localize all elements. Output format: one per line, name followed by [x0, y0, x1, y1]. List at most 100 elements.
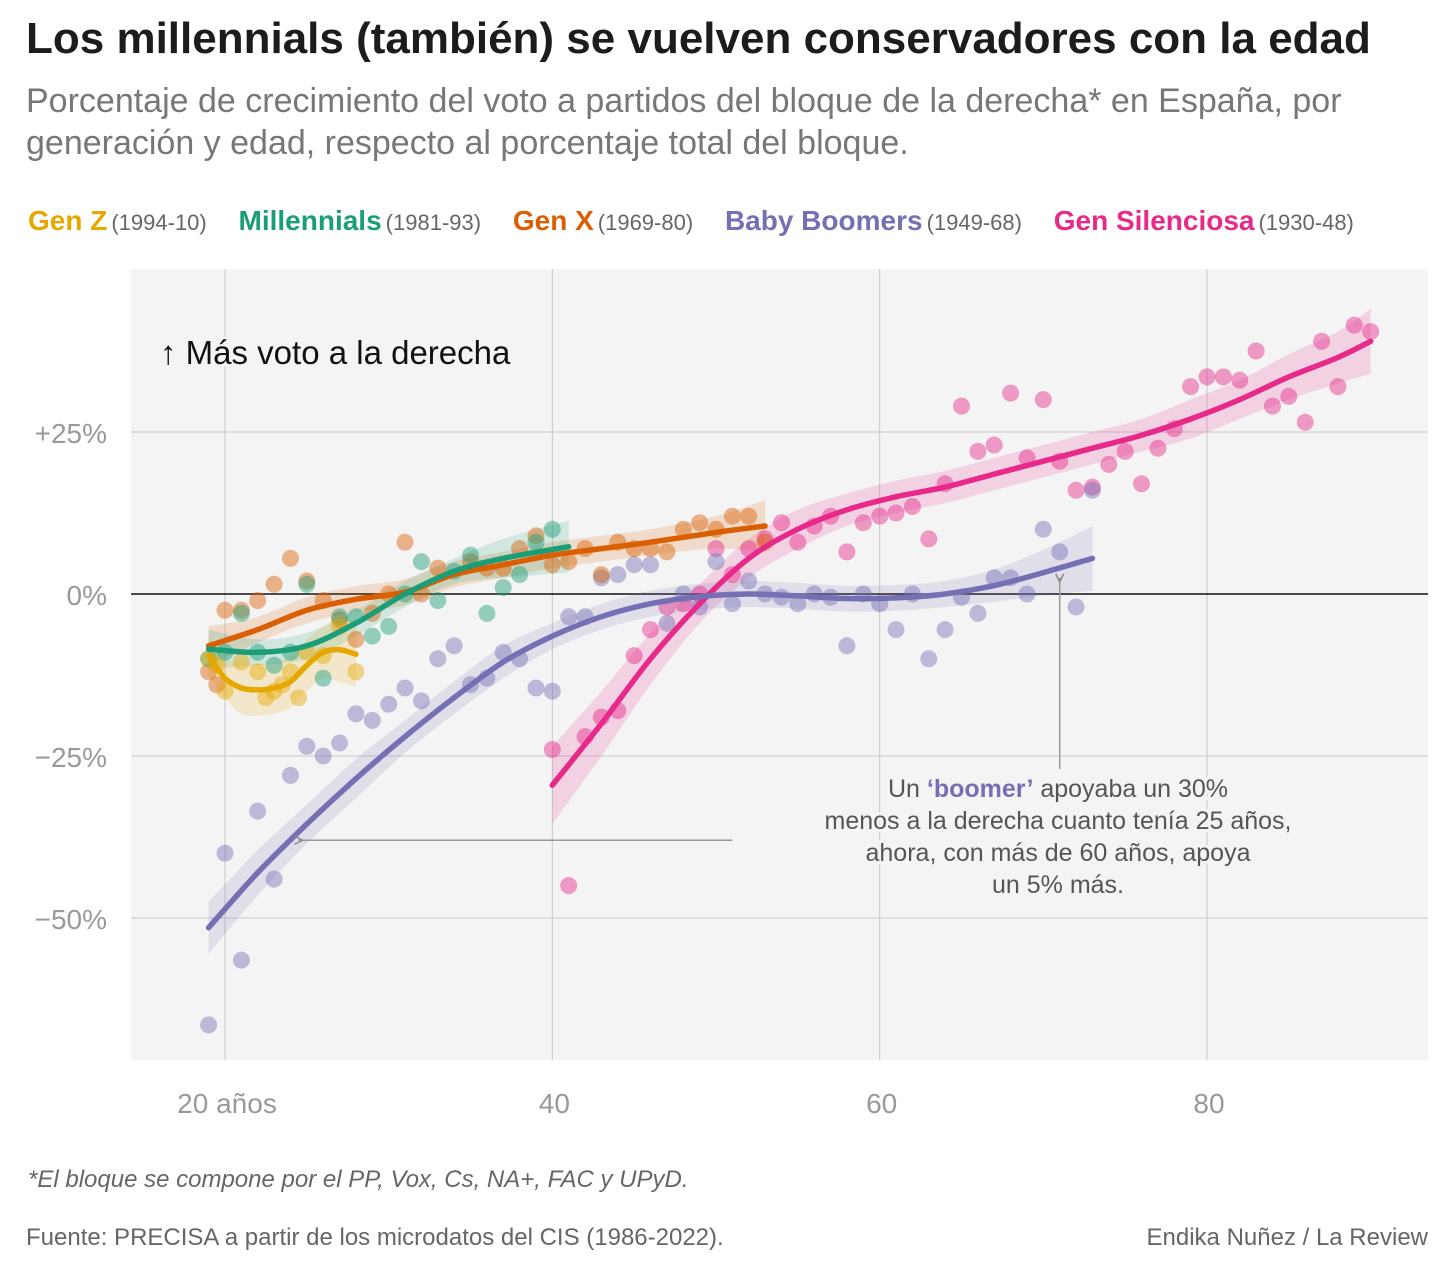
- legend-label: Gen X: [512, 205, 594, 236]
- legend-label: Baby Boomers: [724, 205, 923, 236]
- legend-years: (1994-10): [111, 210, 207, 235]
- source-note: Fuente: PRECISA a partir de los microdat…: [26, 1224, 724, 1251]
- plot-background: [131, 269, 1428, 1060]
- data-point: [216, 844, 234, 862]
- data-point: [707, 540, 725, 558]
- data-point: [658, 543, 676, 561]
- chart-title: Los millennials (también) se vuelven con…: [26, 14, 1371, 63]
- data-point: [1296, 413, 1314, 431]
- x-tick-label: 60: [866, 1088, 897, 1119]
- annotation-text: Un: [888, 775, 927, 803]
- confidence-band-gen-x: [208, 500, 766, 666]
- annotation-text: apoyaba un 30%: [1033, 775, 1228, 803]
- trend-line-baby-boomers: [205, 555, 1096, 931]
- data-point: [789, 533, 807, 551]
- data-point: [592, 569, 610, 587]
- data-point: [609, 566, 627, 584]
- data-point: [200, 1016, 218, 1034]
- data-point: [527, 527, 545, 545]
- data-point: [249, 802, 267, 820]
- data-point: [543, 741, 561, 758]
- points-baby-boomers: [200, 481, 1101, 1034]
- data-point: [380, 617, 398, 635]
- data-point: [1182, 378, 1200, 396]
- data-point: [789, 595, 807, 613]
- data-point: [257, 689, 275, 707]
- data-point: [691, 514, 709, 532]
- data-point: [642, 556, 659, 574]
- x-tick-label: 20 años: [177, 1088, 277, 1119]
- data-point: [232, 653, 250, 671]
- data-point: [1083, 481, 1101, 499]
- annotation-line: un 5% más.: [992, 871, 1124, 899]
- data-point: [642, 621, 659, 639]
- data-point: [674, 520, 692, 538]
- data-point: [723, 595, 741, 613]
- footnote: *El bloque se compone por el PP, Vox, Cs…: [28, 1166, 689, 1193]
- legend-years: (1969-80): [597, 210, 694, 235]
- data-point: [511, 566, 529, 584]
- data-point: [740, 572, 758, 590]
- data-point: [1264, 397, 1281, 415]
- annotation-line: ahora, con más de 60 años, apoya: [866, 839, 1251, 867]
- data-point: [216, 682, 234, 700]
- data-point: [249, 592, 267, 609]
- data-point: [1067, 598, 1085, 616]
- data-point: [887, 621, 905, 639]
- data-point: [854, 514, 872, 532]
- data-point: [560, 877, 578, 895]
- data-point: [953, 397, 970, 415]
- data-point: [347, 705, 365, 723]
- data-point: [920, 530, 938, 548]
- data-point: [331, 734, 349, 752]
- data-point: [527, 679, 545, 697]
- y-tick-label: +25%: [35, 418, 107, 449]
- data-point: [396, 533, 414, 551]
- data-point: [216, 601, 234, 619]
- data-point: [723, 507, 741, 525]
- data-point: [1051, 543, 1069, 561]
- data-point: [1116, 442, 1134, 460]
- data-point: [560, 553, 578, 571]
- data-point: [429, 559, 447, 577]
- data-point: [429, 592, 447, 609]
- data-point: [298, 575, 316, 593]
- data-point: [773, 514, 790, 532]
- data-point: [740, 507, 758, 525]
- data-point: [265, 870, 283, 888]
- annotation-text: ‘boomer’: [927, 775, 1034, 803]
- trend-line-gen-x: [205, 523, 768, 649]
- data-point: [445, 637, 463, 655]
- x-tick-label: 40: [539, 1088, 570, 1119]
- data-point: [331, 608, 349, 626]
- data-point: [969, 604, 987, 622]
- data-point: [412, 553, 430, 571]
- data-point: [314, 747, 332, 765]
- data-point: [936, 621, 954, 639]
- legend: Gen Z (1994-10) Millennials (1981-93) Gen …: [28, 205, 1378, 237]
- confidence-band-gen-silenciosa: [552, 308, 1371, 824]
- data-point: [1280, 387, 1298, 405]
- data-point: [658, 614, 676, 632]
- data-point: [560, 608, 578, 626]
- data-point: [903, 498, 921, 515]
- legend-label: Gen Z: [28, 205, 108, 236]
- credit: Endika Nuñez / La Review: [1146, 1224, 1428, 1251]
- data-point: [985, 436, 1003, 454]
- data-point: [1083, 478, 1101, 496]
- annotation-text: menos a la derecha cuanto tenía 25 años,: [825, 807, 1292, 835]
- data-point: [1214, 368, 1232, 386]
- data-point: [838, 637, 856, 655]
- y-tick-label: −50%: [35, 904, 107, 935]
- data-point: [298, 572, 316, 590]
- legend-item-millennials: Millennials (1981-93): [239, 205, 482, 237]
- data-point: [314, 669, 332, 687]
- data-point: [347, 663, 365, 681]
- annotation-line: menos a la derecha cuanto tenía 25 años,: [825, 807, 1292, 835]
- legend-label: Gen Silenciosa: [1053, 205, 1255, 236]
- data-point: [478, 604, 496, 622]
- data-point: [494, 579, 512, 596]
- y-tick-label: −25%: [35, 742, 107, 773]
- data-point: [380, 695, 398, 713]
